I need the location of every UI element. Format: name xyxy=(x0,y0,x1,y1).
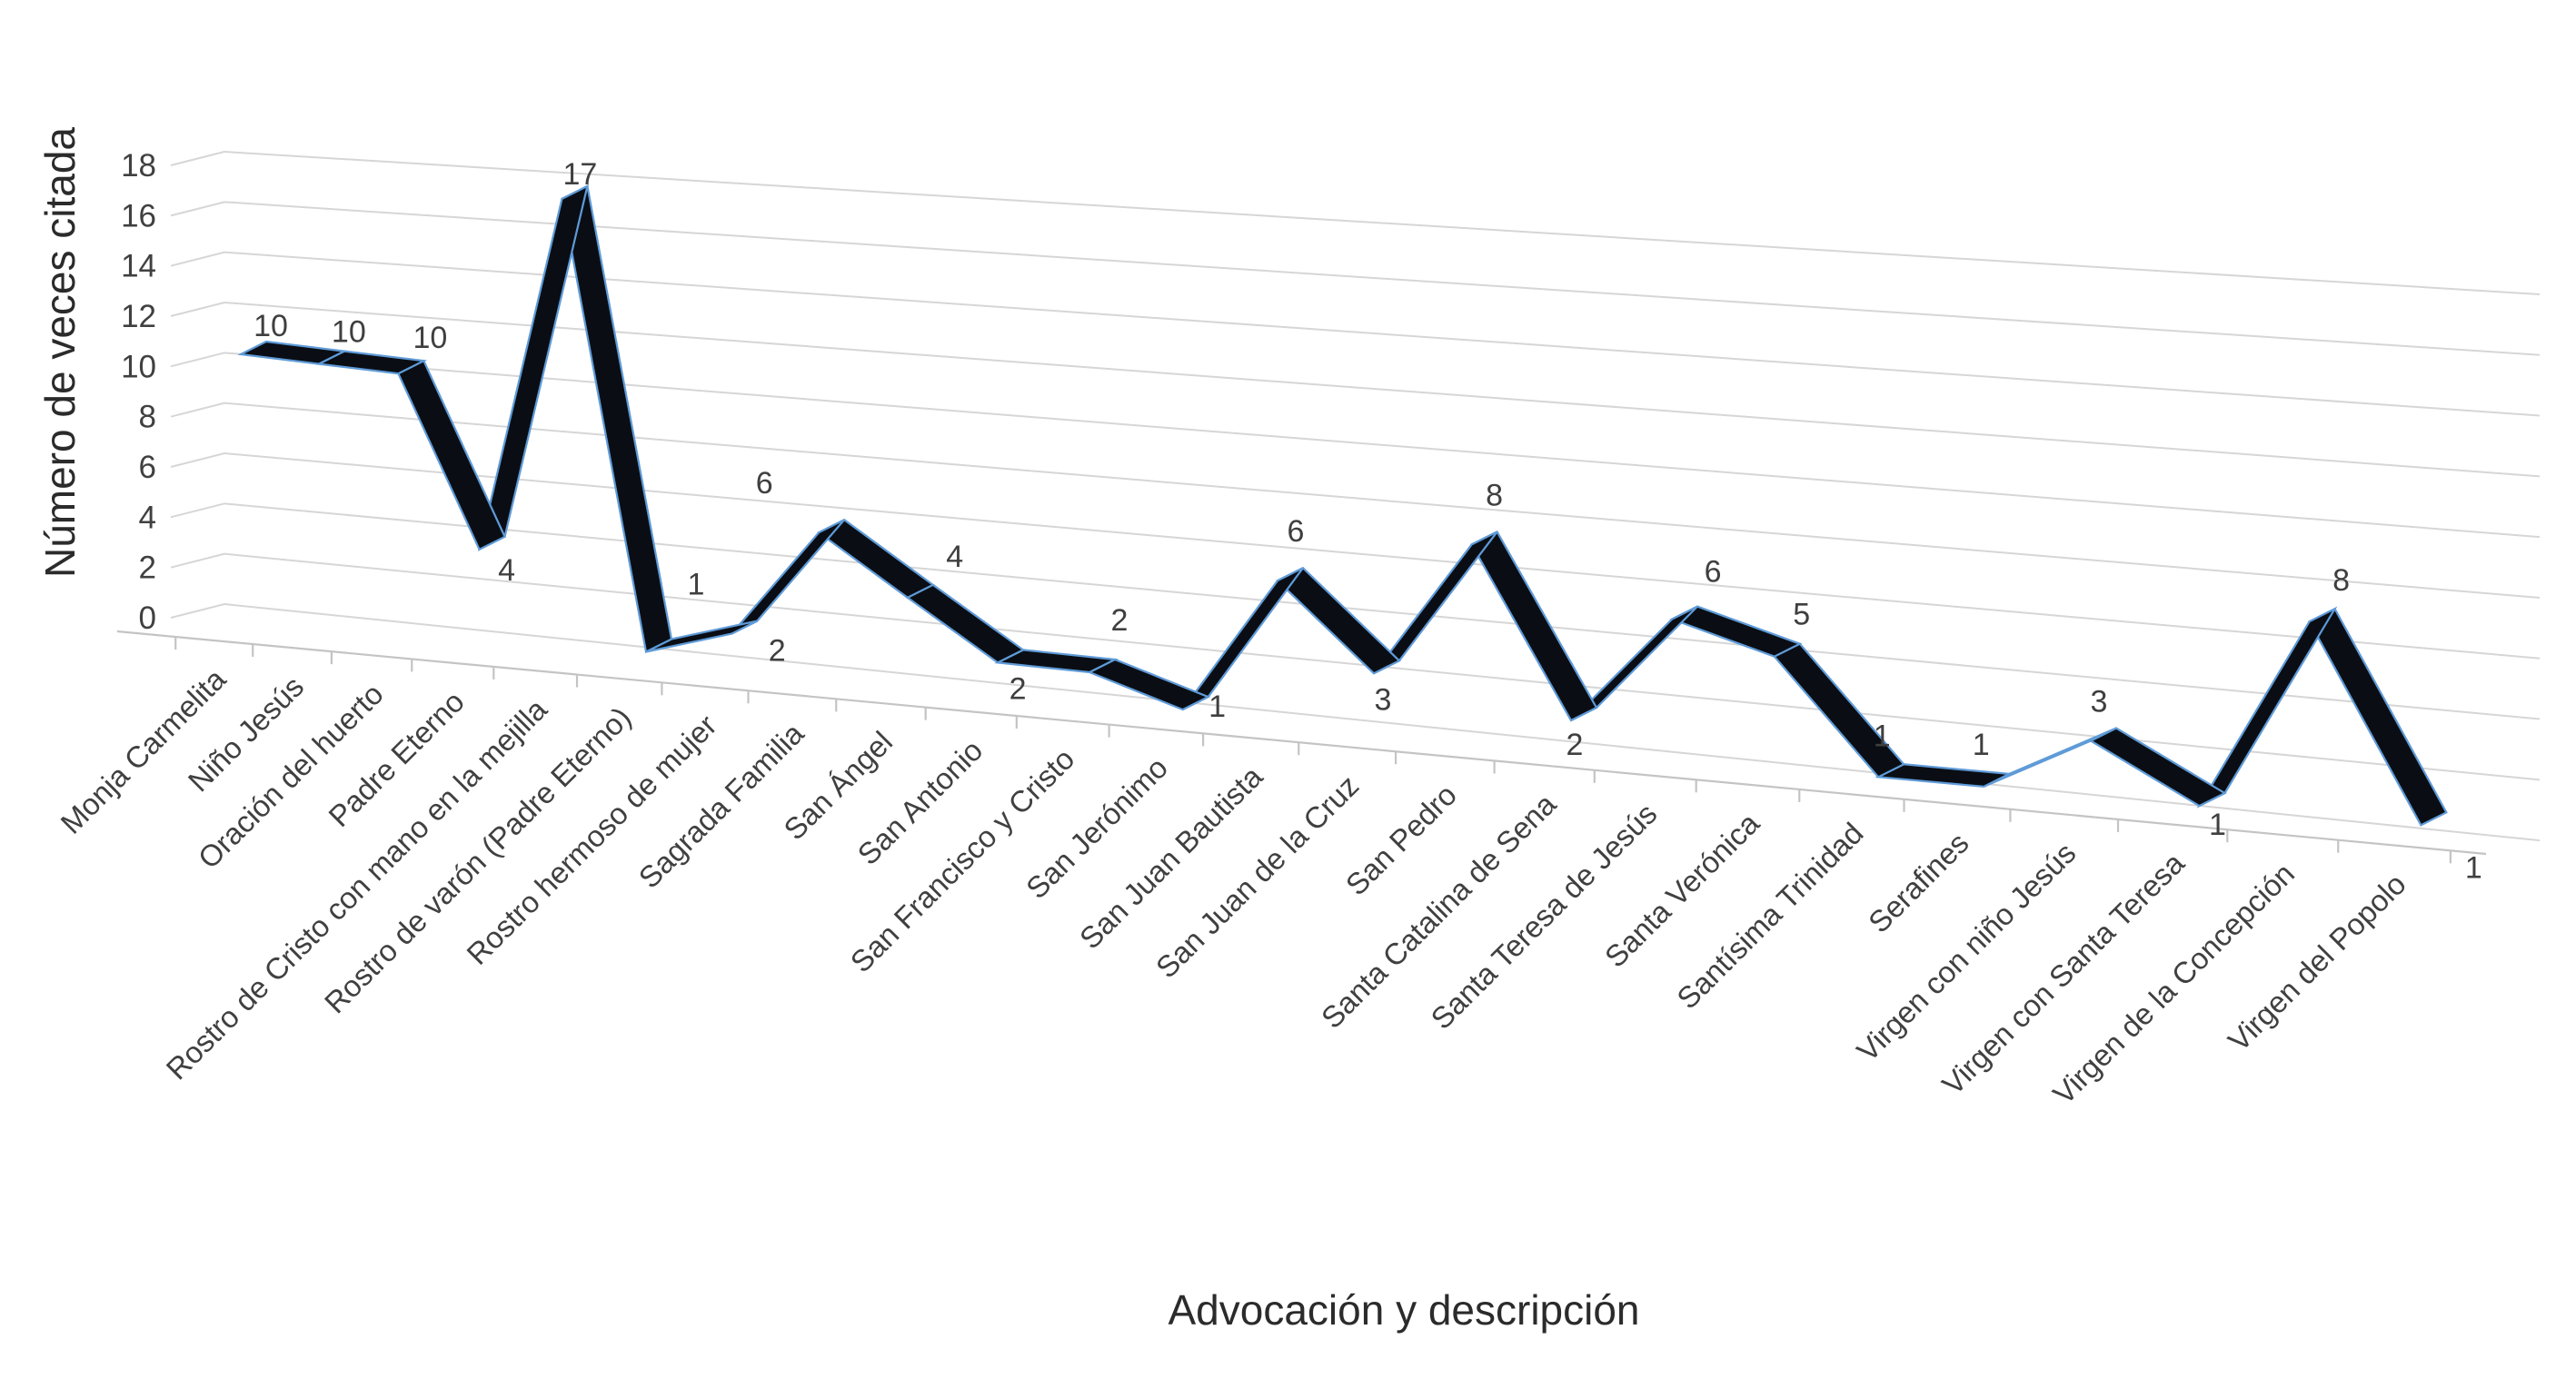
gridline xyxy=(170,552,2541,781)
ribbon-segment xyxy=(731,519,845,635)
data-label: 1 xyxy=(1973,728,1990,762)
category-label: Santísima Trinidad xyxy=(1670,816,1869,1015)
ribbon-segment xyxy=(1470,530,1598,722)
value-axis-tick-label: 10 xyxy=(121,349,156,384)
data-label: 17 xyxy=(563,157,598,192)
data-label: 10 xyxy=(254,309,288,343)
ribbon-segment xyxy=(1983,727,2117,788)
ribbon-segment xyxy=(2088,727,2227,808)
data-label: 2 xyxy=(1010,671,1027,706)
value-axis-tick-label: 16 xyxy=(121,198,156,233)
x-axis-title: Advocación y descripción xyxy=(1168,1286,1639,1334)
ribbon-segment xyxy=(1773,642,1905,779)
data-label: 4 xyxy=(498,553,515,588)
data-label: 6 xyxy=(1287,514,1304,549)
data-labels: 10 10 10 4 17 1 2 6 4 2 2 1 6 3 8 2 6 5 1 1 3 1 8 1 xyxy=(254,157,2482,885)
gridlines xyxy=(170,151,2541,842)
data-label: 2 xyxy=(769,634,786,669)
ribbon-segment xyxy=(237,340,348,365)
gridline xyxy=(170,301,2541,478)
gridline xyxy=(170,602,2541,842)
category-label: San Juan de la Cruz xyxy=(1149,769,1366,985)
value-axis-tick-label: 14 xyxy=(121,249,156,284)
data-label: 3 xyxy=(1374,682,1391,717)
data-label: 10 xyxy=(413,321,447,355)
data-label: 1 xyxy=(1874,719,1891,753)
data-label: 8 xyxy=(2332,563,2350,598)
data-label: 2 xyxy=(1566,728,1584,762)
gridline xyxy=(170,151,2541,295)
value-axis-tick-label: 6 xyxy=(139,450,156,485)
data-label: 3 xyxy=(2091,685,2108,719)
category-label: San Juan Bautista xyxy=(1073,759,1269,956)
ribbon-segment xyxy=(2308,607,2448,827)
data-label: 6 xyxy=(756,466,773,501)
category-label: Virgen de la Concepción xyxy=(2046,857,2301,1111)
y-axis-title: Número de veces citada xyxy=(36,127,84,578)
gridline xyxy=(170,352,2541,539)
data-label: 1 xyxy=(2209,808,2226,842)
data-label: 4 xyxy=(946,540,963,574)
ribbon-segment xyxy=(2196,606,2338,809)
gridline xyxy=(170,251,2541,417)
category-label: Sagrada Familia xyxy=(632,716,811,895)
data-label: 1 xyxy=(2465,850,2482,885)
ribbon-segment xyxy=(561,184,673,654)
ribbon-segment xyxy=(477,184,590,551)
data-label: 1 xyxy=(1208,690,1226,724)
value-axis-tick-label: 4 xyxy=(139,500,156,535)
data-label: 10 xyxy=(332,315,366,350)
value-axis-tick-label: 8 xyxy=(139,400,156,435)
category-label: Serafines xyxy=(1862,826,1975,939)
category-axis-line xyxy=(116,630,2487,856)
value-axis-tick-label: 0 xyxy=(139,600,156,636)
ribbon-segment xyxy=(1181,567,1304,711)
value-axis-labels: 0 2 4 6 8 10 12 14 16 18 xyxy=(121,148,156,636)
category-label: Santa Teresa de Jesús xyxy=(1424,797,1663,1036)
ribbon-segment xyxy=(1373,531,1498,675)
gridline xyxy=(170,201,2541,356)
gridline xyxy=(170,402,2541,599)
category-label: Virgen con niño Jesús xyxy=(1850,836,2082,1067)
value-axis-tick-label: 18 xyxy=(121,148,156,184)
value-axis-tick-label: 2 xyxy=(139,551,156,586)
category-label: Virgen con Santa Teresa xyxy=(1935,846,2191,1101)
data-label: 2 xyxy=(1111,603,1129,638)
data-label: 8 xyxy=(1486,478,1503,512)
ribbon-segment xyxy=(905,583,1026,664)
gridline xyxy=(170,451,2541,660)
data-label: 1 xyxy=(688,568,705,602)
ribbon-segment xyxy=(817,518,935,600)
ribbon-segment xyxy=(1087,658,1211,711)
gridline xyxy=(170,502,2541,720)
series-ribbon xyxy=(237,184,2448,827)
value-axis-tick-label: 12 xyxy=(121,299,156,334)
data-label: 6 xyxy=(1705,555,1722,590)
category-axis xyxy=(116,630,2487,864)
data-label: 5 xyxy=(1793,598,1810,632)
